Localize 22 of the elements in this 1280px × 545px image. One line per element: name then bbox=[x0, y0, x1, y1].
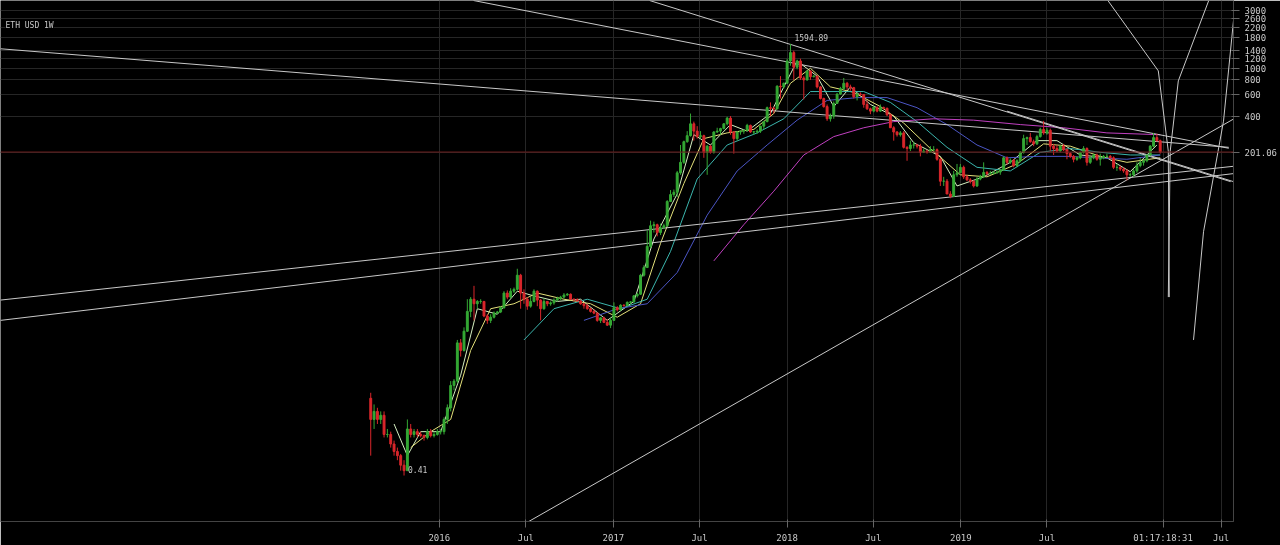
annotation: 0.41 bbox=[408, 465, 428, 475]
ref-line-label: 201.06 bbox=[1244, 147, 1278, 158]
y-tick-label: 1800 bbox=[1244, 33, 1267, 44]
x-tick-label: Jul bbox=[1038, 532, 1056, 543]
y-tick-label: 1200 bbox=[1244, 54, 1267, 65]
x-tick-label: 01:17:18:31 bbox=[1133, 532, 1193, 543]
y-tick-label: 2200 bbox=[1244, 22, 1267, 33]
y-tick-label: 400 bbox=[1244, 111, 1261, 122]
y-tick-label: 800 bbox=[1244, 75, 1261, 86]
x-tick-label: Jul bbox=[691, 532, 708, 543]
x-tick-label: Jul bbox=[865, 532, 882, 543]
text: ETH USD 1W bbox=[5, 20, 54, 30]
x-tick-label: Jul bbox=[1213, 532, 1230, 543]
y-tick-label: 600 bbox=[1244, 90, 1261, 101]
y-tick-label: 1400 bbox=[1244, 46, 1267, 57]
annotation: 1594.89 bbox=[794, 33, 829, 43]
x-tick-label: 2017 bbox=[602, 532, 625, 543]
x-tick-label: Jul bbox=[517, 532, 535, 543]
x-tick-label: 2018 bbox=[776, 532, 798, 543]
x-tick-label: 2019 bbox=[949, 532, 972, 543]
y-tick-label: 1000 bbox=[1244, 63, 1267, 74]
x-tick-label: 2016 bbox=[428, 532, 451, 543]
